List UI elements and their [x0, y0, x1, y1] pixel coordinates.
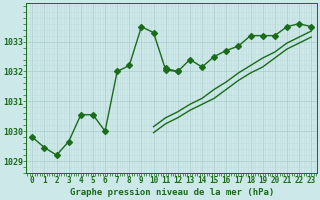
- X-axis label: Graphe pression niveau de la mer (hPa): Graphe pression niveau de la mer (hPa): [70, 188, 274, 197]
